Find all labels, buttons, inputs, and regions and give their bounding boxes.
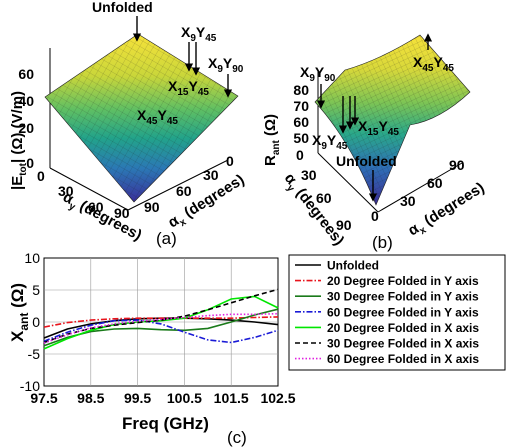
panel-a: 60 40 20 0 |Etot| (Ω) (V/m) 0 30 60 90 α… bbox=[9, 0, 247, 248]
panel-a-annotation-x45y45: X45Y45 bbox=[137, 107, 178, 127]
panel-a-z-tick: 20 bbox=[18, 120, 34, 136]
legend-label: 60 Degree Folded in Y axis bbox=[327, 305, 479, 319]
panel-a-z-tick: 0 bbox=[26, 155, 34, 171]
x-tick-label: 100.5 bbox=[167, 390, 202, 406]
x-ticks: 97.5 98.5 99.5 100.5 101.5 102.5 bbox=[30, 390, 295, 406]
y-tick-label: 0 bbox=[32, 314, 40, 330]
panel-a-annotation-unfolded: Unfolded bbox=[92, 0, 153, 15]
panel-b-annotation-x9y45: X9Y45 bbox=[312, 132, 348, 152]
panel-a-y-tick: 60 bbox=[88, 199, 104, 215]
panel-b-z-tick: 80 bbox=[293, 82, 309, 98]
panel-b-y-tick: 30 bbox=[301, 167, 317, 183]
legend-label: 30 Degree Folded in X axis bbox=[327, 337, 479, 351]
series-line-6 bbox=[43, 288, 279, 344]
y-ticks: 10 5 0 -5 -10 bbox=[20, 250, 40, 394]
legend-label: 60 Degree Folded in X axis bbox=[327, 352, 479, 366]
legend-label: 30 Degree Folded in Y axis bbox=[327, 290, 479, 304]
series-line-2 bbox=[43, 316, 279, 328]
panel-b-annotation-unfolded: Unfolded bbox=[336, 153, 397, 169]
legend-label: Unfolded bbox=[327, 259, 379, 273]
panel-a-y-tick: 30 bbox=[58, 183, 74, 199]
panel-a-annotation-x9y90: X9Y90 bbox=[208, 55, 244, 75]
panel-a-x-tick: 90 bbox=[144, 199, 160, 215]
panel-b-annotation-x15y45: X15Y45 bbox=[358, 118, 399, 138]
x-tick-label: 102.5 bbox=[260, 390, 295, 406]
series-line-7 bbox=[43, 312, 279, 344]
panel-a-x-tick: 60 bbox=[176, 183, 192, 199]
panel-b-y-tick: 90 bbox=[336, 217, 352, 233]
series-line-4 bbox=[43, 319, 279, 344]
panel-c-label: (c) bbox=[227, 428, 247, 447]
panel-a-label: (a) bbox=[156, 229, 177, 248]
panel-b-y-tick: 0 bbox=[296, 147, 304, 163]
series-group bbox=[43, 288, 279, 350]
panel-b-x-tick: 60 bbox=[427, 175, 443, 191]
series-line-5 bbox=[43, 295, 279, 350]
panel-b-x-tick: 0 bbox=[371, 208, 379, 224]
y-tick-label: -5 bbox=[28, 346, 41, 362]
panel-b-z-label: Rant (Ω) bbox=[262, 114, 282, 166]
y-axis-label: Xant (Ω) bbox=[8, 283, 31, 342]
legend-label: 20 Degree Folded in X axis bbox=[327, 321, 479, 335]
x-axis-label: Freq (GHz) bbox=[122, 414, 209, 433]
panel-a-x-tick: 30 bbox=[203, 167, 219, 183]
panel-b-z-tick: 50 bbox=[293, 130, 309, 146]
panel-b-z-tick: 70 bbox=[293, 98, 309, 114]
y-tick-label: -10 bbox=[20, 378, 40, 394]
panel-b-x-tick: 30 bbox=[400, 193, 416, 209]
legend-label: 20 Degree Folded in Y axis bbox=[327, 274, 479, 288]
legend-box bbox=[288, 254, 506, 371]
panel-a-y-tick: 90 bbox=[114, 205, 130, 221]
panel-b-z-tick: 60 bbox=[293, 114, 309, 130]
panel-a-z-label: |Etot| (Ω) (V/m) bbox=[9, 91, 29, 190]
panel-a-x-tick: 0 bbox=[226, 153, 234, 169]
panel-b-axes-3d bbox=[317, 70, 463, 213]
panel-b-annotation-x45y45: X45Y45 bbox=[413, 54, 454, 74]
panel-b-annotation-x9y90: X9Y90 bbox=[300, 64, 336, 84]
panel-a-axes-3d bbox=[49, 48, 229, 211]
panel-b: 80 70 60 50 Rant (Ω) 0 30 60 90 αy (degr… bbox=[262, 33, 487, 252]
panel-b-surface-mesh bbox=[315, 35, 470, 205]
panel-a-z-tick: 40 bbox=[18, 93, 34, 109]
panel-a-annotation-x15y45: X15Y45 bbox=[168, 78, 209, 98]
panel-c: 10 5 0 -5 -10 97.5 98.5 99.5 100.5 101.5 102.5 Xa… bbox=[8, 250, 506, 447]
panel-a-annotation-x9y45: X9Y45 bbox=[181, 24, 217, 44]
x-tick-label: 99.5 bbox=[124, 390, 151, 406]
x-tick-label: 98.5 bbox=[77, 390, 104, 406]
panel-b-label: (b) bbox=[372, 233, 393, 252]
y-tick-label: 10 bbox=[24, 250, 40, 266]
panel-a-surface-mesh bbox=[45, 34, 238, 202]
x-tick-label: 101.5 bbox=[214, 390, 249, 406]
panel-b-x-tick: 90 bbox=[449, 157, 465, 173]
panel-a-y-tick: 0 bbox=[37, 168, 45, 184]
y-tick-label: 5 bbox=[32, 282, 40, 298]
x-tick-label: 97.5 bbox=[30, 390, 57, 406]
panel-b-y-tick: 60 bbox=[316, 190, 332, 206]
panel-a-z-tick: 60 bbox=[18, 66, 34, 82]
